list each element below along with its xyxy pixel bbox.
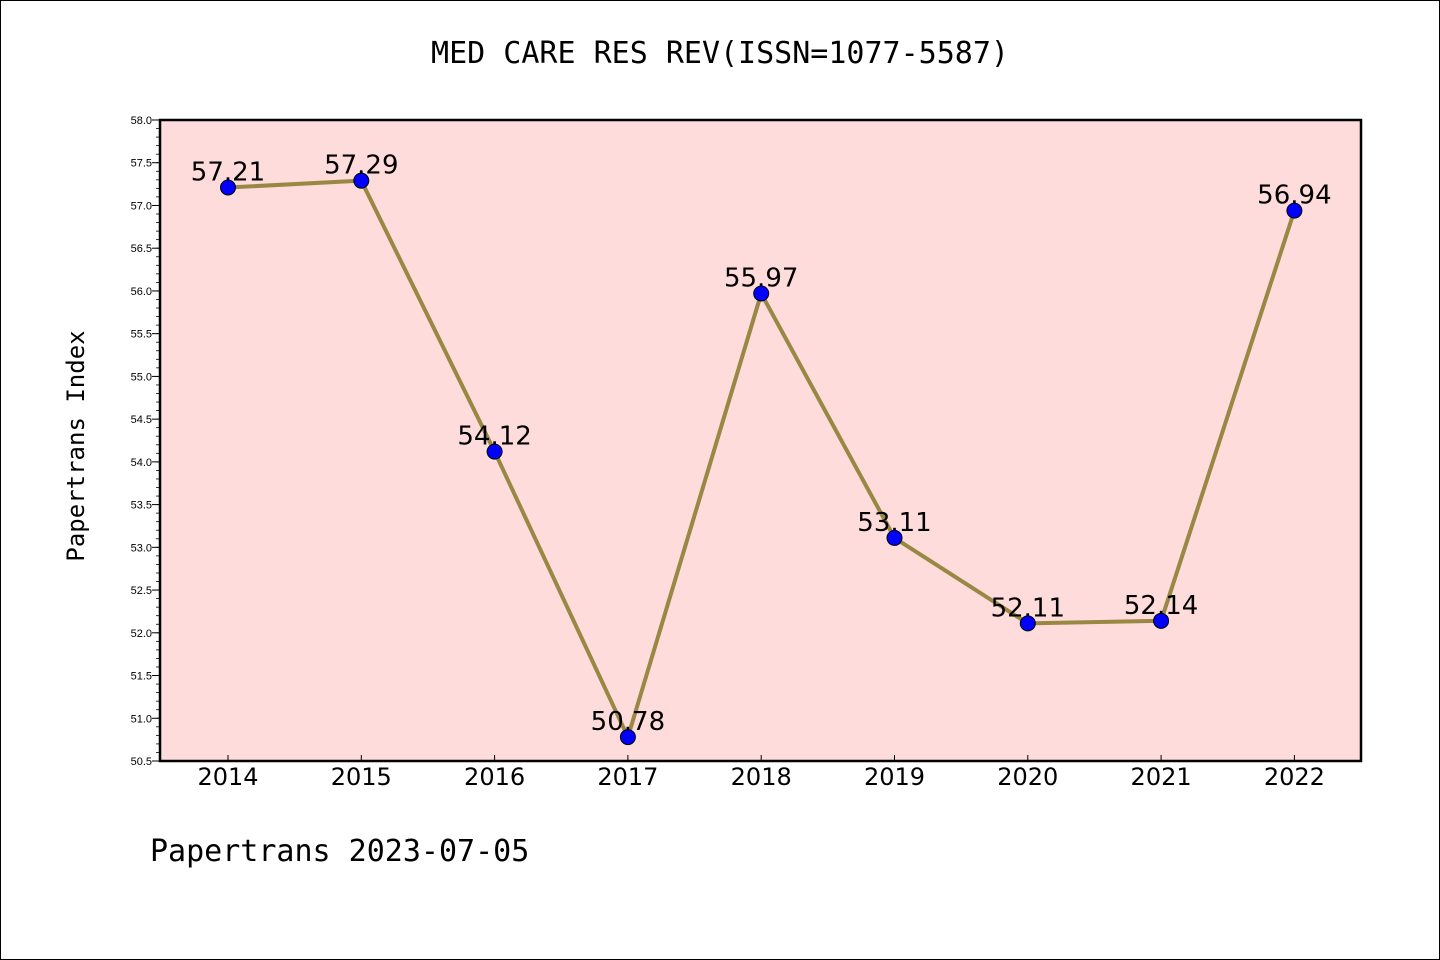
x-tick-label: 2017 — [597, 763, 658, 791]
y-tick-label: 56.0 — [131, 286, 152, 298]
data-label: 56.94 — [1257, 181, 1331, 211]
data-point — [1153, 612, 1170, 629]
y-tick-label: 51.0 — [131, 713, 152, 725]
y-tick-label: 54.5 — [131, 414, 152, 426]
y-tick-label: 57.5 — [131, 158, 152, 170]
x-tick-label: 2021 — [1131, 763, 1192, 791]
y-tick-label: 52.5 — [131, 585, 152, 597]
data-point — [619, 729, 636, 746]
x-tick-label: 2020 — [997, 763, 1058, 791]
plot-border — [158, 118, 1363, 763]
y-tick-label: 50.5 — [131, 756, 152, 768]
y-tick-label: 54.0 — [131, 457, 152, 469]
x-axis: 2014 2015 2016 2017 2018 2019 2020 2021 2022 — [197, 755, 1325, 791]
data-label: 54.12 — [457, 422, 531, 452]
chart-title: MED CARE RES REV(ISSN=1077-5587) — [431, 36, 1009, 71]
y-tick-label: 57.0 — [131, 200, 152, 212]
y-tick-label: 51.5 — [131, 671, 152, 683]
x-tick-label: 2022 — [1264, 763, 1325, 791]
data-point — [1019, 615, 1036, 632]
data-point — [486, 443, 503, 460]
data-label: 52.14 — [1124, 591, 1198, 621]
y-tick-label: 55.5 — [131, 329, 152, 341]
y-tick-label: 53.0 — [131, 542, 152, 554]
x-tick-label: 2019 — [864, 763, 925, 791]
data-point — [886, 529, 903, 546]
x-tick-label: 2015 — [331, 763, 392, 791]
y-axis: 50.5 51.0 51.5 52.0 52.5 53.0 53.5 54.0 54.5 55.0… — [131, 115, 160, 768]
data-point — [1286, 202, 1303, 219]
x-tick-label: 2018 — [731, 763, 792, 791]
footer-text: Papertrans 2023-07-05 — [150, 834, 530, 869]
y-tick-label: 56.5 — [131, 243, 152, 255]
data-point — [353, 172, 370, 189]
data-label: 57.21 — [191, 158, 265, 188]
series-group: 57.21 57.29 54.12 50.78 55.97 53.11 52.11 52.14… — [191, 151, 1332, 746]
y-tick-label: 58.0 — [131, 115, 152, 127]
x-tick-label: 2016 — [464, 763, 525, 791]
y-tick-label: 52.0 — [131, 628, 152, 640]
data-label: 52.11 — [991, 593, 1065, 623]
plot-area — [160, 120, 1361, 761]
data-label: 50.78 — [591, 707, 665, 737]
data-point — [220, 179, 236, 196]
data-label: 55.97 — [724, 263, 798, 293]
data-label: 53.11 — [857, 508, 931, 538]
y-tick-label: 55.0 — [131, 371, 152, 383]
y-tick-label: 53.5 — [131, 500, 152, 512]
data-point — [753, 285, 770, 302]
x-tick-label: 2014 — [197, 763, 258, 791]
data-label: 57.29 — [324, 151, 398, 181]
